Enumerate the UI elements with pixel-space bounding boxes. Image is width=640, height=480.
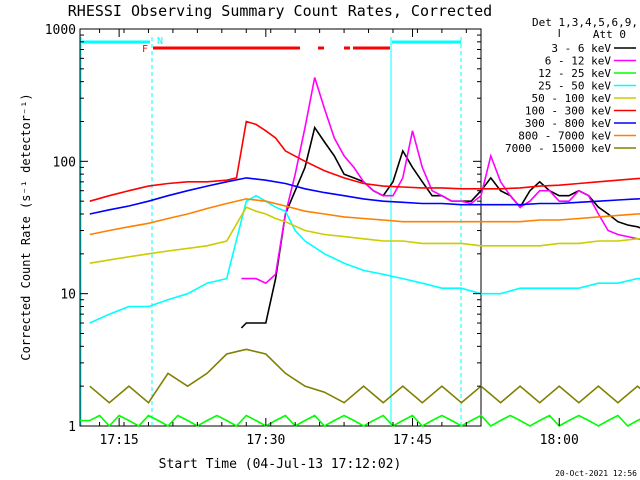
y-tick-label: 1 bbox=[68, 420, 76, 435]
legend-label: 12 - 25 keV bbox=[538, 67, 611, 80]
x-axis-label: Start Time (04-Jul-13 17:12:02) bbox=[159, 457, 402, 472]
series-line-8 bbox=[89, 348, 640, 404]
series-line-0 bbox=[240, 125, 640, 329]
y-tick-label: 100 bbox=[53, 155, 76, 170]
attenuator-lines bbox=[80, 37, 462, 426]
legend-label: 3 - 6 keV bbox=[551, 42, 611, 55]
x-tick-label: 17:45 bbox=[393, 433, 432, 448]
y-tick-label: 10 bbox=[60, 288, 76, 303]
series-line-6 bbox=[89, 177, 640, 215]
legend-header-line-1: Det 1,3,4,5,6,9, bbox=[532, 16, 638, 29]
series-line-4 bbox=[89, 206, 640, 264]
flag-label-N: N bbox=[157, 36, 163, 47]
legend-label: 6 - 12 keV bbox=[545, 55, 612, 68]
plot-area bbox=[79, 28, 482, 427]
legend-label: 25 - 50 keV bbox=[538, 80, 611, 93]
series-line-1 bbox=[241, 77, 640, 285]
flag-label-F: F bbox=[142, 44, 148, 55]
series-line-2 bbox=[80, 414, 640, 428]
legend-label: 7000 - 15000 keV bbox=[505, 142, 611, 155]
y-axis-label: Corrected Count Rate (s⁻¹ detector⁻¹) bbox=[19, 93, 33, 360]
series-line-5 bbox=[89, 120, 640, 202]
legend-label: 300 - 800 keV bbox=[525, 117, 611, 130]
chart-title: RHESSI Observing Summary Count Rates, Co… bbox=[68, 2, 492, 20]
legend-label: 800 - 7000 keV bbox=[518, 130, 611, 143]
plot-frame bbox=[79, 28, 482, 427]
footer-timestamp: 20-Oct-2021 12:56 bbox=[555, 469, 637, 478]
series-line-7 bbox=[89, 198, 640, 236]
series-line-3 bbox=[89, 194, 640, 324]
x-tick-label: 17:15 bbox=[100, 433, 139, 448]
legend-header-line-2: Att 0 bbox=[593, 28, 626, 41]
flag-bars: FN bbox=[82, 36, 461, 55]
y-tick-label: 1000 bbox=[45, 23, 76, 38]
x-tick-label: 18:00 bbox=[540, 433, 579, 448]
series-layer bbox=[80, 77, 640, 428]
y-axis: 1 10 100 1000 bbox=[45, 23, 481, 435]
legend-label: 50 - 100 keV bbox=[532, 92, 612, 105]
legend-label: 100 - 300 keV bbox=[525, 105, 611, 118]
x-tick-label: 17:30 bbox=[246, 433, 285, 448]
